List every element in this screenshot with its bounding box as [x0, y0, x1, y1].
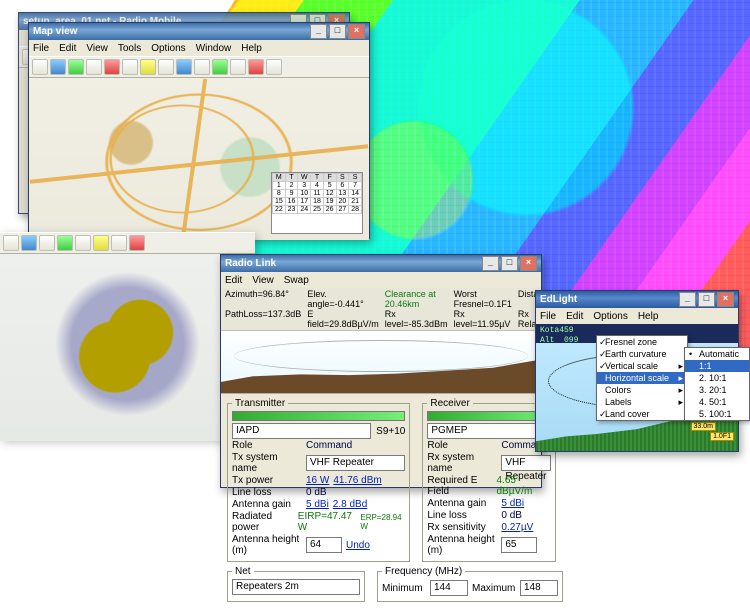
menu-item[interactable]: Earth curvature: [597, 348, 687, 360]
radiolink-readout: Azimuth=96.84° Elev. angle=-0.441° Clear…: [221, 288, 541, 331]
path-profile-chart: [221, 331, 541, 394]
tag-height: 33.0m: [691, 422, 716, 431]
map-window: Map view _ □ × File Edit View Tools Options W…: [28, 22, 370, 239]
tx-name-field[interactable]: IAPD: [232, 423, 371, 439]
tx-antheight-input[interactable]: 64: [306, 537, 342, 553]
map-menubar[interactable]: File Edit View Tools Options Window Help: [29, 40, 369, 56]
menu-options[interactable]: Options: [593, 311, 627, 322]
scale-submenu[interactable]: Automatic1:12. 10:13. 20:14. 50:15. 100:…: [684, 347, 750, 421]
readout-rxdbm: Rx level=-85.3dBm: [385, 309, 448, 329]
readout-elev: Elev. angle=-0.441°: [307, 289, 378, 309]
maximize-icon[interactable]: □: [501, 256, 518, 271]
menu-edit[interactable]: Edit: [59, 43, 76, 54]
readout-clearance: Clearance at 20.46km: [385, 289, 448, 309]
submenu-item[interactable]: 1:1: [685, 360, 749, 372]
menu-swap[interactable]: Swap: [284, 275, 309, 286]
freq-max-input[interactable]: 148: [520, 580, 558, 596]
net-group: Net Repeaters 2m: [227, 566, 365, 602]
rx-signal-bar: [427, 411, 550, 421]
tx-role: Command: [306, 440, 352, 451]
net-select[interactable]: Repeaters 2m: [232, 579, 360, 595]
menu-edit[interactable]: Edit: [225, 275, 242, 286]
edlight-menubar[interactable]: File Edit Options Help: [536, 308, 738, 324]
coverage-window: [0, 232, 255, 437]
submenu-item[interactable]: 2. 10:1: [685, 372, 749, 384]
close-icon[interactable]: ×: [348, 24, 365, 39]
readout-efield: E field=29.8dBµV/m: [307, 309, 378, 329]
submenu-item[interactable]: 5. 100:1: [685, 408, 749, 420]
undo-button[interactable]: Undo: [346, 540, 370, 551]
tx-legend: Transmitter: [232, 398, 288, 409]
menu-item[interactable]: Vertical scale: [597, 360, 687, 372]
minimize-icon[interactable]: _: [482, 256, 499, 271]
freq-group: Frequency (MHz) Minimum 144 Maximum 148: [377, 566, 563, 602]
coverage-toolbar[interactable]: [0, 232, 255, 254]
menu-view[interactable]: View: [86, 43, 108, 54]
readout-azimuth: Azimuth=96.84°: [225, 289, 301, 309]
tx-bar-label: S9+10: [375, 426, 405, 437]
minimize-icon[interactable]: _: [679, 292, 696, 307]
rx-system-select[interactable]: VHF Repeater: [501, 455, 550, 471]
map-toolbar[interactable]: [29, 56, 369, 78]
menu-file[interactable]: File: [540, 311, 556, 322]
radio-link-window: Radio Link _ □ × Edit View Swap Azimuth=96…: [220, 254, 542, 488]
submenu-item[interactable]: 4. 50:1: [685, 396, 749, 408]
options-context-menu[interactable]: Fresnel zoneEarth curvatureVertical scal…: [596, 335, 688, 421]
radiolink-title: Radio Link: [225, 258, 276, 269]
submenu-item[interactable]: 3. 20:1: [685, 384, 749, 396]
coverage-polygon-map[interactable]: [0, 254, 255, 441]
menu-help[interactable]: Help: [638, 311, 659, 322]
menu-tools[interactable]: Tools: [118, 43, 141, 54]
freq-min-input[interactable]: 144: [430, 580, 468, 596]
rx-antheight-input[interactable]: 65: [501, 537, 537, 553]
readout-pathloss: PathLoss=137.3dB: [225, 309, 301, 329]
close-icon[interactable]: ×: [717, 292, 734, 307]
close-icon[interactable]: ×: [520, 256, 537, 271]
edlight-window: EdLight _ □ × FileEditOptionsHelp Kota45…: [535, 290, 739, 452]
menu-options[interactable]: Options: [151, 43, 185, 54]
street-map[interactable]: MTWTFSS123456789101112131415161718192021…: [29, 78, 369, 240]
edlight-title: EdLight: [540, 294, 577, 305]
readout-fresnel: Worst Fresnel=0.1F1: [454, 289, 512, 309]
transmitter-group: Transmitter IAPDS9+10 RoleCommand Tx sys…: [227, 398, 410, 562]
map-window-title: Map view: [33, 26, 77, 37]
rx-name-field[interactable]: PGMEP: [427, 423, 550, 439]
tx-signal-bar: [232, 411, 405, 421]
menu-file[interactable]: File: [33, 43, 49, 54]
submenu-item[interactable]: Automatic: [685, 348, 749, 360]
menu-item[interactable]: Land cover: [597, 408, 687, 420]
readout-rxuv: Rx level=11.95µV: [454, 309, 512, 329]
radiolink-menubar[interactable]: Edit View Swap: [221, 272, 541, 288]
maximize-icon[interactable]: □: [698, 292, 715, 307]
tx-power-dbm[interactable]: 41.76 dBm: [333, 475, 381, 486]
tx-power-w[interactable]: 16 W: [306, 475, 329, 486]
minimize-icon[interactable]: _: [310, 24, 327, 39]
maximize-icon[interactable]: □: [329, 24, 346, 39]
menu-view[interactable]: View: [252, 275, 274, 286]
tag-fresnel: 1.0F1: [710, 432, 734, 441]
calendar-widget[interactable]: MTWTFSS123456789101112131415161718192021…: [271, 172, 363, 234]
menu-help[interactable]: Help: [241, 43, 262, 54]
rx-legend: Receiver: [427, 398, 472, 409]
menu-item[interactable]: Labels: [597, 396, 687, 408]
menu-item[interactable]: Horizontal scale: [597, 372, 687, 384]
menu-item[interactable]: Colors: [597, 384, 687, 396]
menu-edit[interactable]: Edit: [566, 311, 583, 322]
tx-system-select[interactable]: VHF Repeater: [306, 455, 405, 471]
menu-window[interactable]: Window: [196, 43, 232, 54]
menu-item[interactable]: Fresnel zone: [597, 336, 687, 348]
